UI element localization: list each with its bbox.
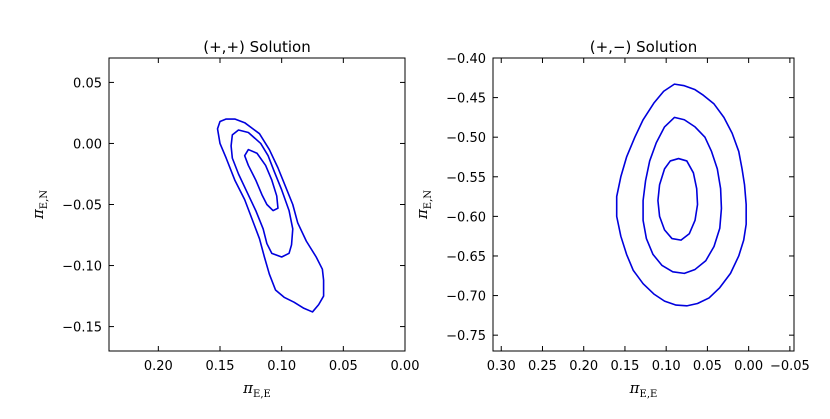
- x-tick-label: −0.05: [770, 359, 810, 374]
- y-tick-label: −0.10: [62, 260, 102, 275]
- chart-title: (+,+) Solution: [203, 38, 310, 56]
- contour-outer: [216, 118, 325, 313]
- plot-frame: [108, 57, 406, 352]
- x-tick-label: 0.00: [391, 359, 420, 374]
- y-tick-label: 0.00: [73, 137, 102, 152]
- chart-panel-2: 0.30 0.25 0.20 0.15 0.10 0.05 0.00 −0.05 −0.40 −0…: [413, 38, 810, 400]
- x-axis-label: πE,E: [629, 379, 658, 400]
- y-tick-label: −0.75: [446, 329, 486, 344]
- contour-middle: [230, 129, 294, 258]
- chart-title: (+,−) Solution: [590, 38, 697, 56]
- x-tick-label: 0.10: [267, 359, 296, 374]
- x-tick-label: 0.05: [329, 359, 358, 374]
- y-tick-label: −0.05: [62, 199, 102, 214]
- contour-middle: [642, 116, 723, 275]
- y-tick-label: −0.45: [446, 92, 486, 107]
- y-tick-label: −0.65: [446, 250, 486, 265]
- y-tick-label: −0.50: [446, 131, 486, 146]
- plot-frame: [492, 57, 795, 352]
- x-tick-label: 0.30: [487, 359, 516, 374]
- x-tick-label: 0.20: [144, 359, 173, 374]
- x-tick-label: 0.05: [693, 359, 722, 374]
- y-tick-label: −0.70: [446, 290, 486, 305]
- contour-group: [216, 118, 325, 313]
- y-tick-label: −0.15: [62, 321, 102, 336]
- x-tick-label: 0.25: [528, 359, 557, 374]
- x-tick-label: 0.20: [569, 359, 598, 374]
- y-tick-label: −0.40: [446, 52, 486, 67]
- y-tick-label: 0.05: [73, 76, 102, 91]
- x-tick-label: 0.15: [206, 359, 235, 374]
- contour-inner: [657, 157, 699, 241]
- y-axis-label: πE,N: [413, 190, 434, 220]
- contour-inner: [243, 148, 279, 212]
- x-tick-label: 0.00: [734, 359, 763, 374]
- y-tick-label: −0.60: [446, 210, 486, 225]
- chart-panel-1: 0.20 0.15 0.10 0.05 0.00 0.05 0.00 −0.05 −0.10 −0…: [29, 38, 419, 400]
- contour-outer: [615, 83, 747, 307]
- y-axis-label: πE,N: [29, 190, 50, 220]
- y-tick-label: −0.55: [446, 171, 486, 186]
- x-tick-label: 0.10: [652, 359, 681, 374]
- contour-group: [615, 83, 747, 307]
- x-tick-label: 0.15: [610, 359, 639, 374]
- x-axis-label: πE,E: [242, 379, 271, 400]
